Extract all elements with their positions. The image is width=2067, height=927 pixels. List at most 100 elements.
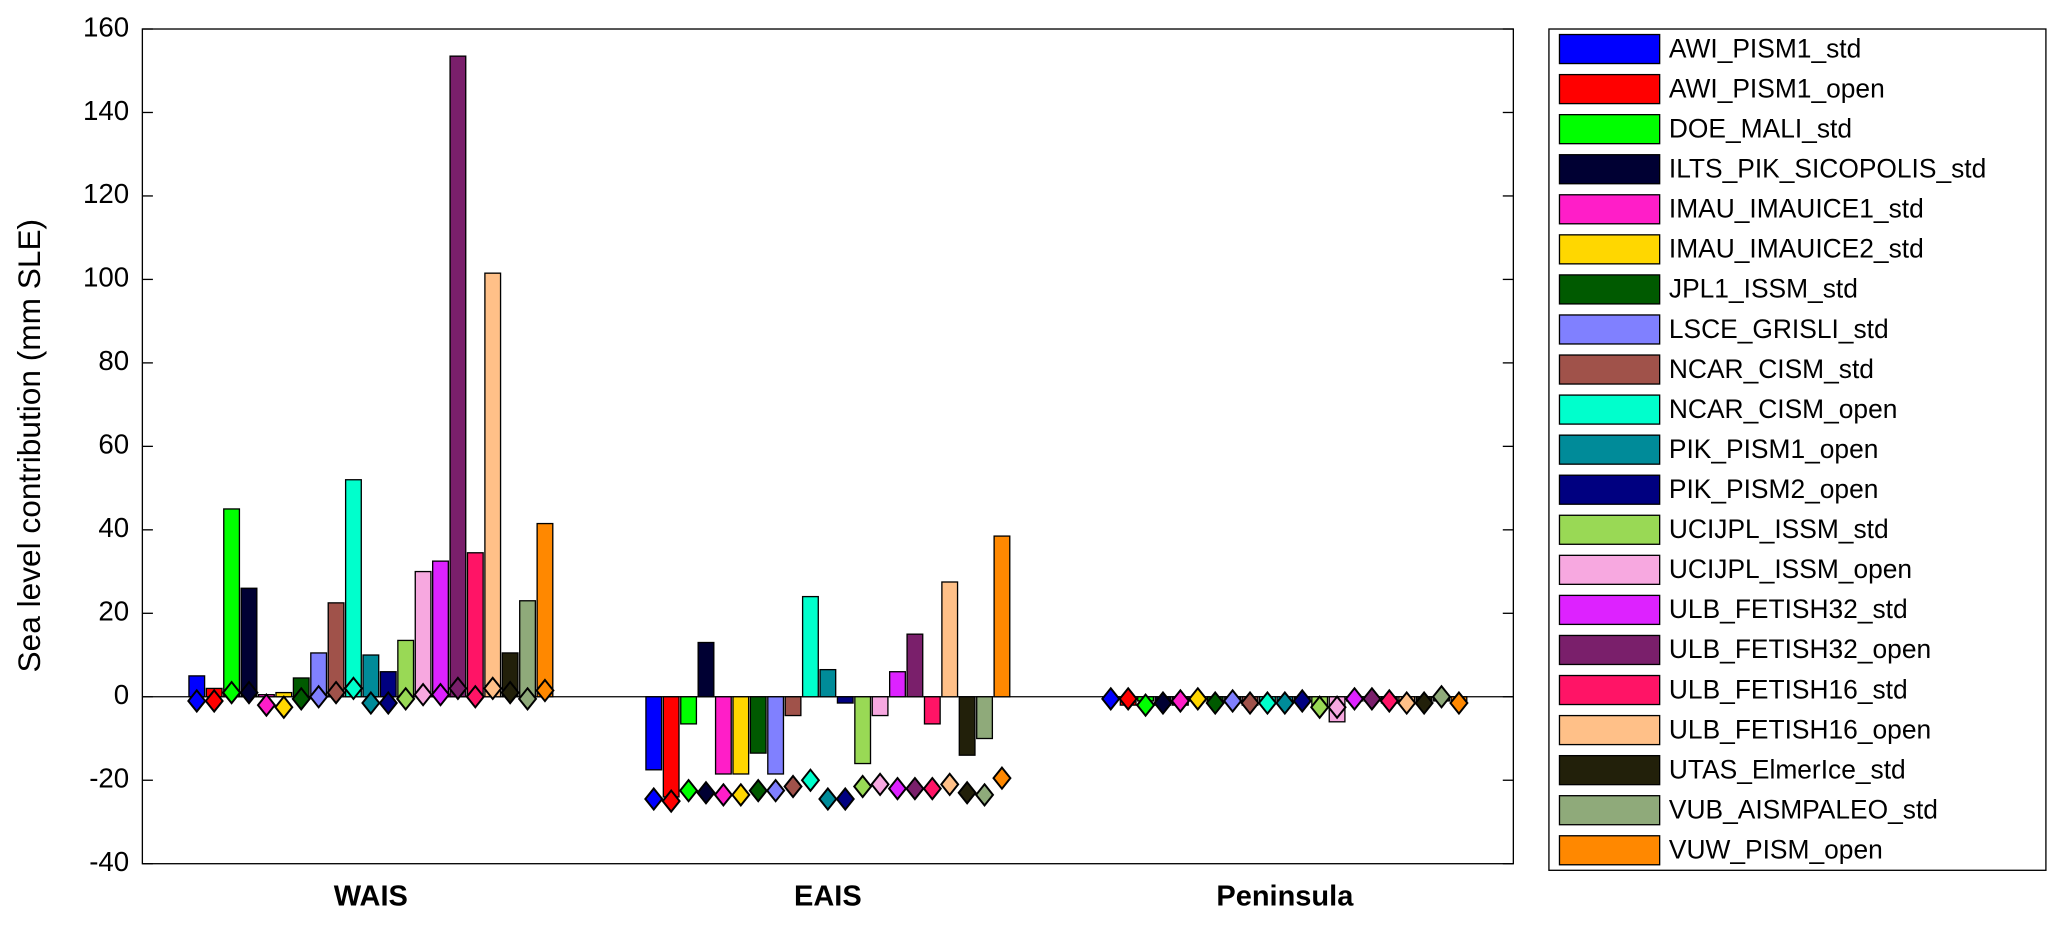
legend-label: AWI_PISM1_std xyxy=(1669,33,1861,63)
bar xyxy=(432,560,449,698)
diamond-marker xyxy=(800,768,821,793)
diamond-marker xyxy=(940,772,960,797)
legend-swatch xyxy=(1558,835,1661,866)
diamond-marker xyxy=(1292,688,1312,714)
diamond-marker xyxy=(187,688,207,714)
legend-label: PIK_PISM1_open xyxy=(1669,434,1879,464)
y-tick-label: 160 xyxy=(83,11,129,42)
diamond-marker xyxy=(748,778,768,803)
bar xyxy=(223,508,241,698)
legend-label: ULB_FETISH32_open xyxy=(1669,634,1931,664)
diamond-marker xyxy=(1344,686,1365,711)
bar xyxy=(854,696,872,765)
y-tick-label: 140 xyxy=(83,95,129,126)
legend-swatch xyxy=(1558,554,1661,586)
diamond-marker xyxy=(1170,688,1191,714)
bar xyxy=(976,696,994,740)
diamond-marker xyxy=(957,780,977,805)
diamond-marker xyxy=(1135,692,1156,718)
legend-swatch xyxy=(1558,434,1661,465)
legend-swatch xyxy=(1558,474,1661,505)
plot-area xyxy=(141,28,1514,865)
legend-swatch xyxy=(1558,674,1661,706)
legend-label: UTAS_ElmerIce_std xyxy=(1669,754,1906,784)
diamond-marker xyxy=(1327,695,1347,720)
diamond-marker xyxy=(221,680,242,705)
bar xyxy=(645,696,663,771)
diamond-marker xyxy=(395,686,416,711)
diamond-marker xyxy=(1449,690,1469,716)
y-tick-label: -40 xyxy=(89,846,129,877)
bar xyxy=(484,272,502,698)
y-tick-label: 0 xyxy=(114,679,129,710)
y-tick-label: 60 xyxy=(98,429,129,460)
legend-label: IMAU_IMAUICE2_std xyxy=(1669,234,1924,264)
bar xyxy=(836,696,854,704)
bar xyxy=(993,535,1011,698)
diamond-marker xyxy=(239,680,259,705)
bar xyxy=(888,671,906,698)
diamond-marker xyxy=(256,692,277,718)
legend-swatch xyxy=(1558,594,1661,626)
bar xyxy=(958,696,976,756)
legend-label: IMAU_IMAUICE1_std xyxy=(1669,194,1924,224)
legend-swatch xyxy=(1558,73,1661,105)
diamond-marker xyxy=(291,686,311,711)
diamond-marker xyxy=(905,776,925,801)
legend-swatch xyxy=(1558,354,1661,385)
diamond-marker xyxy=(870,772,890,797)
diamond-marker xyxy=(308,684,329,709)
bar xyxy=(519,600,537,698)
bar xyxy=(449,55,467,698)
diamond-marker xyxy=(731,782,751,807)
diamond-marker xyxy=(1414,690,1434,716)
bar xyxy=(784,696,802,717)
bar xyxy=(697,641,715,698)
bar xyxy=(871,696,889,717)
diamond-marker xyxy=(835,786,855,812)
legend-label: UCIJPL_ISSM_std xyxy=(1669,514,1889,544)
y-tick-label: -20 xyxy=(89,763,129,794)
legend-label: LSCE_GRISLI_std xyxy=(1669,314,1889,344)
x-tick-label: Peninsula xyxy=(1216,881,1354,913)
y-tick-label: 40 xyxy=(98,512,129,543)
legend-swatch xyxy=(1558,274,1661,305)
y-tick-label: 120 xyxy=(83,178,129,209)
legend-swatch xyxy=(1558,514,1661,545)
diamond-marker xyxy=(204,688,224,714)
diamond-marker xyxy=(852,774,873,799)
diamond-marker xyxy=(1153,690,1173,716)
diamond-marker xyxy=(1188,686,1208,711)
legend-label: NCAR_CISM_open xyxy=(1669,394,1898,424)
diamond-marker xyxy=(1205,690,1225,716)
legend-label: ILTS_PIK_SICOPOLIS_std xyxy=(1669,154,1986,184)
diamond-marker xyxy=(500,680,520,705)
bar xyxy=(466,552,484,698)
y-tick-label: 20 xyxy=(98,596,129,627)
diamond-marker xyxy=(1397,690,1417,716)
diamond-marker xyxy=(361,690,381,716)
bar xyxy=(680,696,698,725)
diamond-marker xyxy=(783,774,803,799)
legend-swatch xyxy=(1558,795,1661,826)
diamond-marker xyxy=(448,676,468,701)
legend-label: DOE_MALI_std xyxy=(1669,113,1852,143)
diamond-marker xyxy=(1240,690,1260,716)
bar xyxy=(801,595,819,698)
y-tick-label: 100 xyxy=(83,262,129,293)
diamond-marker xyxy=(661,788,681,814)
bar xyxy=(923,696,941,725)
diamond-marker xyxy=(818,786,838,812)
bar xyxy=(767,696,785,775)
diamond-marker xyxy=(465,684,486,709)
legend-swatch xyxy=(1558,234,1661,265)
diamond-marker xyxy=(922,776,943,801)
diamond-marker xyxy=(413,682,433,707)
legend-label: PIK_PISM2_open xyxy=(1669,474,1879,504)
legend-label: JPL1_ISSM_std xyxy=(1669,274,1858,304)
bar xyxy=(714,696,732,775)
diamond-marker xyxy=(343,676,364,701)
diamond-marker xyxy=(887,776,908,801)
diamond-marker xyxy=(1275,690,1295,716)
